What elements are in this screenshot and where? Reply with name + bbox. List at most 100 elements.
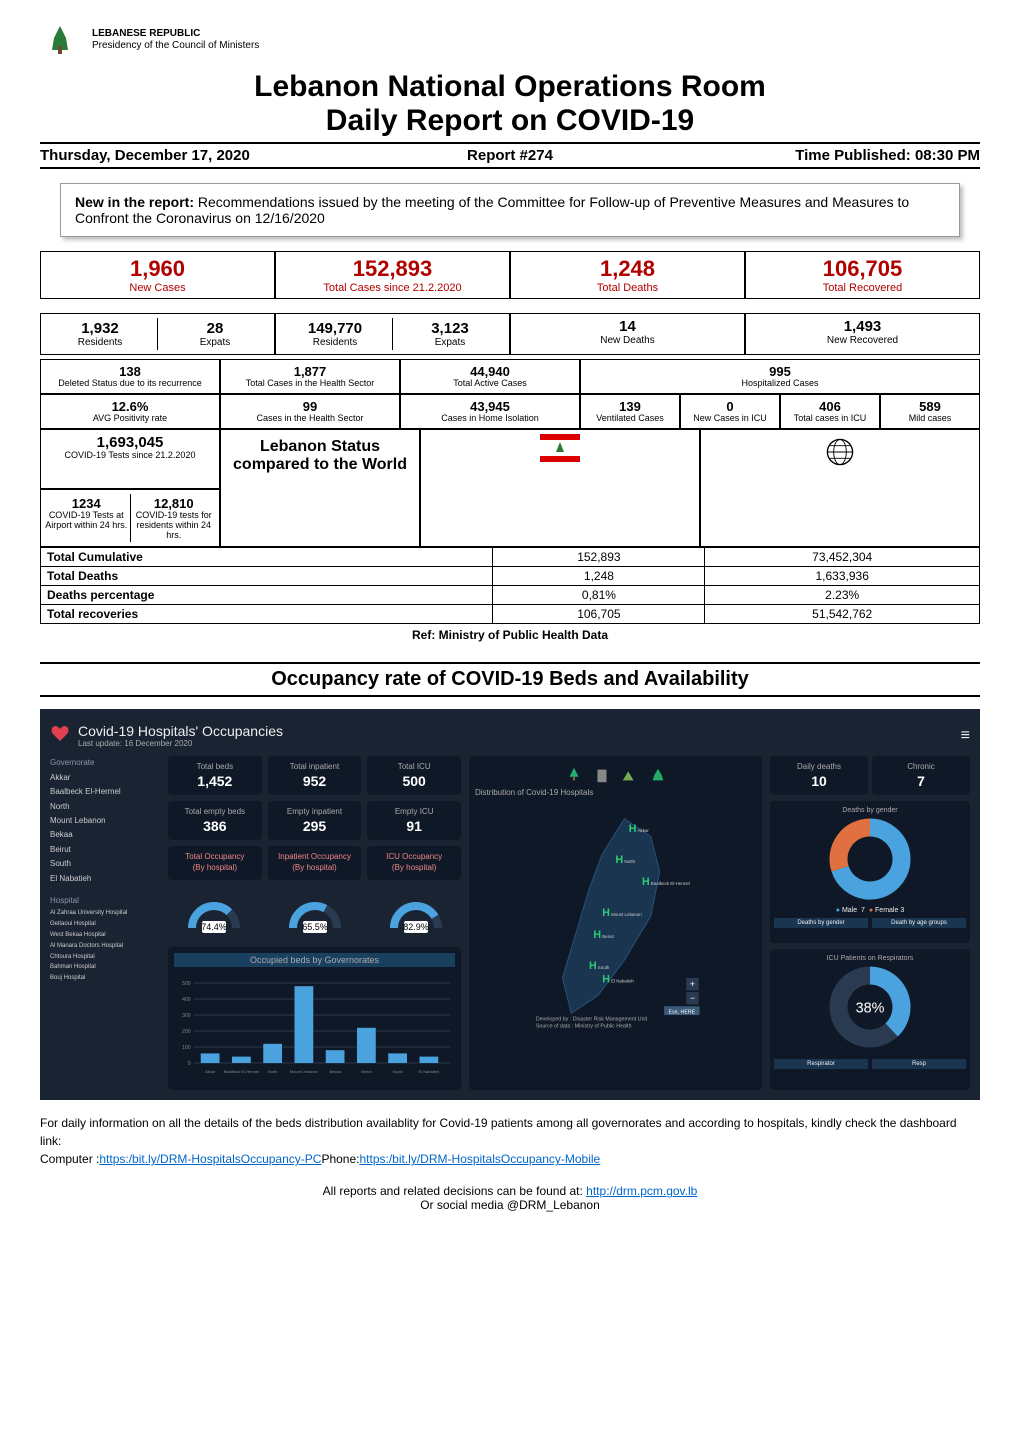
- tab-gender[interactable]: Deaths by gender: [774, 918, 868, 928]
- resident-tests-v: 12,810: [133, 496, 216, 511]
- sidebar-item[interactable]: Akkar: [50, 771, 160, 785]
- sidebar-item[interactable]: Beirut: [50, 843, 160, 857]
- org-sub: Presidency of the Council of Ministers: [92, 40, 259, 52]
- new-cases-label: New Cases: [43, 282, 272, 294]
- sidebar-item[interactable]: El Nabatieh: [50, 872, 160, 886]
- tab-age[interactable]: Death by age groups: [872, 918, 966, 928]
- dash-body: Governorate AkkarBaalbeck El-HermelNorth…: [50, 756, 970, 1090]
- dash-subtitle: Last update: 16 December 2020: [78, 739, 283, 748]
- card-active: 44,940Total Active Cases: [400, 359, 580, 394]
- sidebar-item[interactable]: Geitaoui Hospital: [50, 919, 160, 930]
- tab-respirator[interactable]: Respirator: [774, 1059, 868, 1069]
- dash-center: Total beds1,452 Total inpatient 952 Total…: [168, 756, 461, 1090]
- card-total-cases-split: 149,770Residents 3,123Expats: [275, 313, 510, 355]
- tile-label: Daily deaths: [776, 762, 862, 771]
- new-icu-l: New Cases in ICU: [683, 414, 777, 424]
- table-row: Total Deaths1,2481,633,936: [41, 567, 980, 586]
- table-row: Total Cumulative152,89373,452,304: [41, 548, 980, 567]
- tile-total-beds: Total beds1,452: [168, 756, 262, 795]
- tile-label: Total inpatient: [274, 762, 356, 771]
- total-recovered-label: Total Recovered: [748, 282, 977, 294]
- health-new-v: 99: [223, 399, 397, 414]
- legend-male-v: 7: [861, 907, 865, 914]
- sidebar-item[interactable]: Bouj Hospital: [50, 973, 160, 984]
- svg-text:Bekaa: Bekaa: [329, 1069, 341, 1074]
- menu-icon[interactable]: ≡: [961, 727, 970, 745]
- ventilated-v: 139: [583, 399, 677, 414]
- meta-time: Time Published: 08:30 PM: [667, 147, 980, 164]
- hosp-v: 995: [583, 364, 977, 379]
- tile-label: Total empty beds: [174, 807, 256, 816]
- legend-female: Female 3: [875, 907, 904, 914]
- tile-total-occ: Total Occupancy(By hospital): [168, 846, 262, 880]
- stats-row-2: 1,932Residents 28Expats 149,770Residents…: [40, 313, 980, 355]
- card-tests: 1,693,045COVID-19 Tests since 21.2.2020: [40, 429, 220, 489]
- card-new-cases-split: 1,932Residents 28Expats: [40, 313, 275, 355]
- donut-gender: Deaths by gender ● Male 7 ● Female 3 Dea…: [770, 801, 970, 943]
- card-positivity: 12.6%AVG Positivity rate: [40, 394, 220, 429]
- tile-value: 952: [274, 773, 356, 789]
- tile-label: Inpatient Occupancy: [274, 852, 356, 861]
- drm-link[interactable]: http://drm.pcm.gov.lb: [586, 1184, 697, 1198]
- sidebar-item[interactable]: Mount Lebanon: [50, 814, 160, 828]
- positivity-l: AVG Positivity rate: [43, 414, 217, 424]
- total-expats-l: Expats: [395, 337, 505, 348]
- card-health-new: 99Cases in the Health Sector: [220, 394, 400, 429]
- sidebar-item[interactable]: Bekaa: [50, 828, 160, 842]
- card-new-recovered: 1,493 New Recovered: [745, 313, 980, 355]
- card-total-icu: 406Total cases in ICU: [780, 394, 880, 429]
- table-row: Total recoveries106,70551,542,762: [41, 605, 980, 624]
- tile-empty-inpatient: Empty inpatient295: [268, 801, 362, 840]
- airport-tests-v: 1234: [45, 496, 128, 511]
- card-total-deaths: 1,248 Total Deaths: [510, 251, 745, 299]
- sidebar-item[interactable]: Bahman Hospital: [50, 962, 160, 973]
- phone-link[interactable]: https:/bit.ly/DRM-HospitalsOccupancy-Mob…: [359, 1152, 600, 1166]
- small-tiles: Daily deaths10 Chronic7: [770, 756, 970, 795]
- dash-title: Covid-19 Hospitals' Occupancies: [78, 723, 283, 739]
- ventilated-l: Ventilated Cases: [583, 414, 677, 424]
- card-new-cases: 1,960 New Cases: [40, 251, 275, 299]
- resident-tests-l: COVID-19 tests for residents within 24 h…: [133, 511, 216, 541]
- sidebar-item[interactable]: North: [50, 800, 160, 814]
- tab-resp[interactable]: Resp: [872, 1059, 966, 1069]
- footer-note: For daily information on all the details…: [40, 1114, 980, 1168]
- card-ventilated: 139Ventilated Cases: [580, 394, 680, 429]
- gauge-inpatient: 65.5%: [285, 888, 345, 941]
- tests-l: COVID-19 Tests since 21.2.2020: [43, 451, 217, 461]
- total-expats-v: 3,123: [395, 320, 505, 337]
- sidebar-item[interactable]: Chtoura Hospital: [50, 952, 160, 963]
- active-v: 44,940: [403, 364, 577, 379]
- lebanon-map[interactable]: HAkkarHNorthHBaalbeck El-HermelHMount Le…: [475, 801, 756, 1031]
- new-icu-v: 0: [683, 399, 777, 414]
- pc-link[interactable]: https:/bit.ly/DRM-HospitalsOccupancy-PC: [99, 1152, 321, 1166]
- new-bold: New in the report:: [75, 194, 194, 210]
- tile-label: ICU Occupancy: [373, 852, 455, 861]
- sidebar-item[interactable]: West Bekaa Hospital: [50, 930, 160, 941]
- dash-sidebar: Governorate AkkarBaalbeck El-HermelNorth…: [50, 756, 160, 1090]
- new-residents-l: Residents: [45, 337, 155, 348]
- map-title: Distribution of Covid-19 Hospitals: [475, 788, 756, 797]
- sidebar-item[interactable]: Baalbeck El-Hermel: [50, 785, 160, 799]
- new-in-report-box: New in the report: Recommendations issue…: [60, 183, 960, 237]
- gender-legend: ● Male 7 ● Female 3: [774, 907, 966, 914]
- health-total-v: 1,877: [223, 364, 397, 379]
- new-deaths-v: 14: [513, 318, 742, 335]
- svg-text:H: H: [616, 854, 624, 866]
- tile-value: 295: [274, 818, 356, 834]
- card-total-recovered: 106,705 Total Recovered: [745, 251, 980, 299]
- sidebar-item[interactable]: Al Manara Doctors Hospital: [50, 941, 160, 952]
- sidebar-item[interactable]: Al Zahraa University Hospital: [50, 908, 160, 919]
- heart-icon: [50, 724, 70, 747]
- svg-text:Baalbeck El-Hermel: Baalbeck El-Hermel: [224, 1069, 259, 1074]
- tile-inp-occ: Inpatient Occupancy(By hospital): [268, 846, 362, 880]
- sidebar-item[interactable]: South: [50, 857, 160, 871]
- home-iso-l: Cases in Home Isolation: [403, 414, 577, 424]
- footer-center-2: Or social media @DRM_Lebanon: [420, 1198, 600, 1212]
- header: LEBANESE REPUBLIC Presidency of the Coun…: [40, 20, 980, 60]
- svg-text:H: H: [629, 823, 637, 835]
- tile-grid: Total beds1,452 Total inpatient 952 Total…: [168, 756, 461, 880]
- tile-label: Chronic: [878, 762, 964, 771]
- gauge-row: 74.4% 65.5% 82.9%: [168, 888, 461, 941]
- svg-text:H: H: [589, 961, 597, 973]
- bar-chart: 0100200300400500AkkarBaalbeck El-HermelN…: [174, 971, 455, 1081]
